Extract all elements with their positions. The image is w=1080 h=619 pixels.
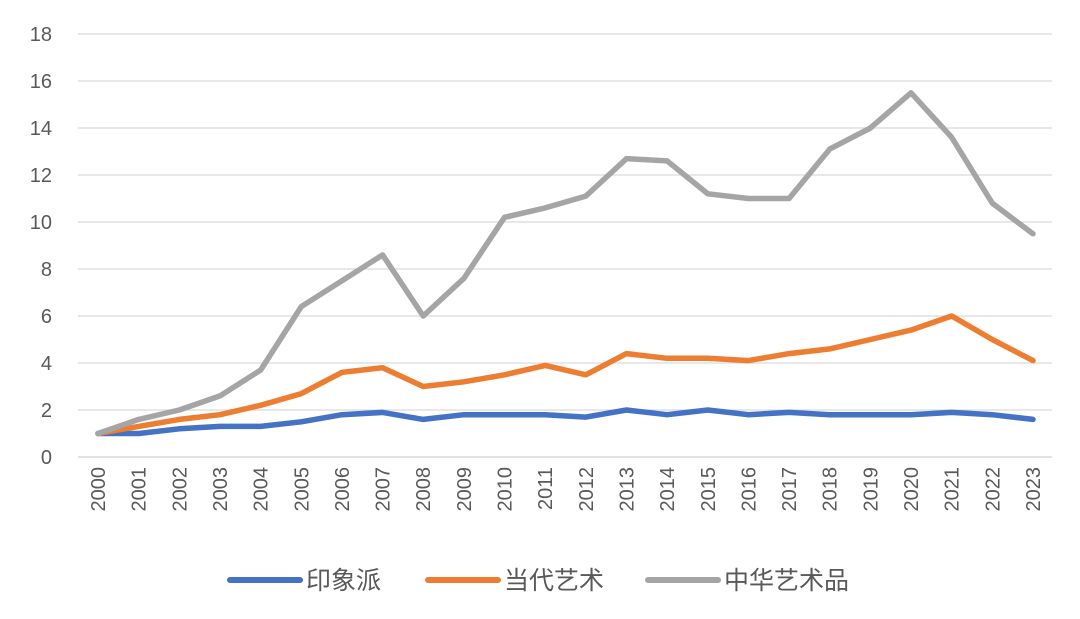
x-tick-label: 2011 [535,467,557,510]
y-tick-label: 12 [30,165,52,187]
series-lines [95,90,1036,437]
legend-label: 中华艺术品 [724,567,849,595]
x-tick-label: 2017 [779,467,801,512]
x-tick-label: 2019 [860,467,882,512]
x-tick-label: 2023 [1023,467,1045,512]
x-tick-label: 2016 [738,467,760,512]
y-tick-label: 10 [30,212,52,234]
x-tick-label: 2013 [616,467,638,512]
y-tick-label: 14 [30,118,52,140]
x-tick-label: 2002 [169,467,191,512]
series-line-0 [95,407,1036,437]
legend-item: 当代艺术 [425,567,604,595]
x-tick-label: 2001 [129,467,151,512]
series-line-2 [95,90,1036,437]
legend-item: 印象派 [227,567,381,595]
x-tick-label: 2020 [901,467,923,512]
x-tick-label: 2012 [576,467,598,512]
x-tick-label: 2008 [413,467,435,512]
series-line-1 [95,313,1036,437]
y-tick-label: 6 [41,306,52,328]
x-tick-label: 2005 [291,467,313,512]
x-tick-label: 2015 [698,467,720,512]
y-tick-label: 18 [30,24,52,46]
x-tick-label: 2000 [88,467,110,512]
y-tick-label: 8 [41,259,52,281]
x-tick-label: 2010 [495,467,517,512]
x-tick-label: 2018 [820,467,842,512]
y-axis-ticks: 0 2 4 6 8 10 12 14 16 18 [30,24,52,469]
x-tick-label: 2022 [982,467,1004,512]
x-axis-ticks: 2000 2001 2002 2003 2004 2005 2006 2007 2008 2009… [88,467,1045,512]
x-tick-label: 2014 [657,467,679,512]
y-tick-label: 16 [30,71,52,93]
x-tick-label: 2003 [210,467,232,512]
x-tick-label: 2006 [332,467,354,512]
x-tick-label: 2004 [251,467,273,512]
legend-label: 当代艺术 [504,567,604,595]
y-tick-label: 2 [41,400,52,422]
x-tick-label: 2021 [942,467,964,512]
x-tick-label: 2007 [373,467,395,512]
legend-label: 印象派 [306,567,381,595]
y-tick-label: 0 [41,447,52,469]
x-tick-label: 2009 [454,467,476,512]
legend-item: 中华艺术品 [645,567,849,595]
legend: 印象派 当代艺术 中华艺术品 [227,567,849,595]
y-tick-label: 4 [41,353,52,375]
